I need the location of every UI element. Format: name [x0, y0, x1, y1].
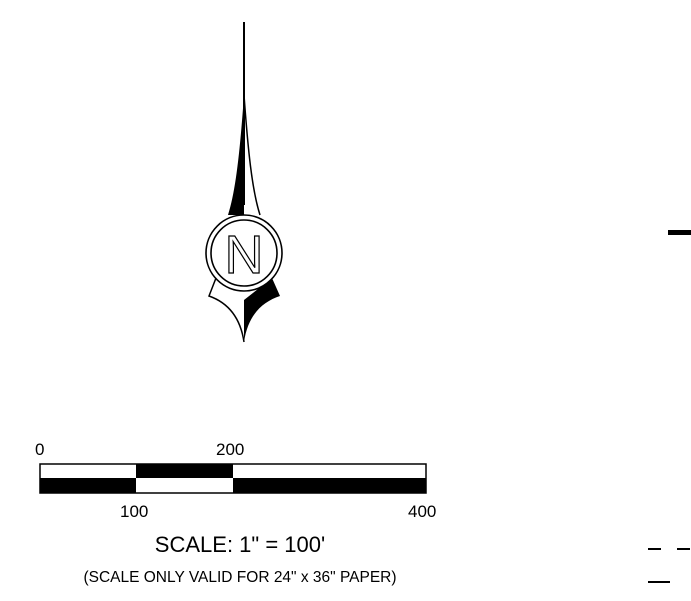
north-arrow-icon: N — [205, 22, 283, 343]
compass-inner-circle — [210, 219, 278, 287]
scale-segment-top-3 — [233, 464, 426, 478]
edge-mark-dash-3 — [648, 581, 670, 583]
needle-upper-right — [243, 94, 261, 216]
scale-label-0: 0 — [35, 440, 45, 459]
edge-mark-thick — [668, 230, 691, 235]
scale-bar-outline — [39, 463, 427, 494]
scale-note: (SCALE ONLY VALID FOR 24" x 36" PAPER) — [83, 569, 397, 586]
tail-lower-left — [208, 277, 245, 343]
needle-upper-left — [228, 95, 244, 215]
scale-bar — [39, 463, 427, 494]
tail-lower-right — [244, 278, 280, 342]
scale-segment-top-2 — [136, 464, 233, 478]
scale-label-400: 400 — [408, 502, 437, 521]
scale-text: SCALE: 1" = 100' — [154, 532, 326, 557]
scale-segment-top-1 — [40, 464, 136, 478]
edge-mark-dash-2 — [677, 548, 690, 550]
scale-label-100: 100 — [120, 502, 149, 521]
scale-label-200: 200 — [216, 440, 245, 459]
scale-segment-bottom-1 — [40, 478, 136, 493]
edge-mark-dash-1 — [648, 548, 661, 550]
north-letter: N — [225, 225, 264, 285]
scale-segment-bottom-3 — [233, 478, 426, 493]
scale-segment-bottom-2 — [136, 478, 233, 493]
